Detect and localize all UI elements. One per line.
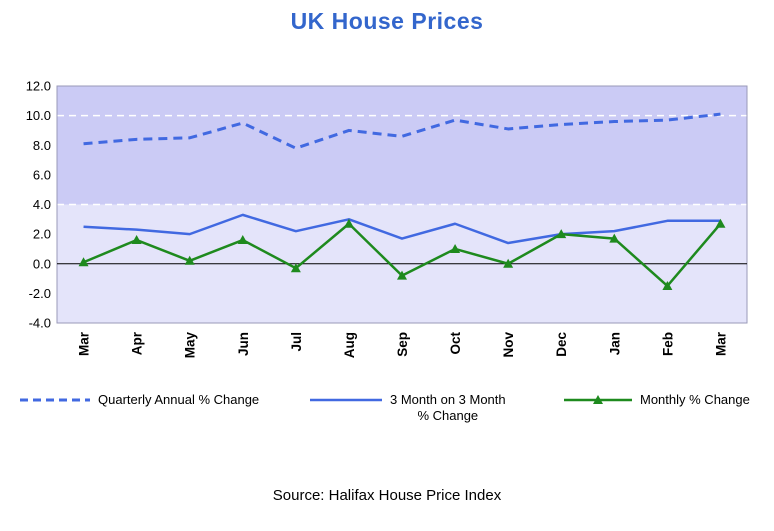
y-tick-label: 8.0 xyxy=(33,138,51,153)
chart-svg: 12.0 10.0 8.0 6.0 4.0 2.0 0.0 -2.0 -4.0 Mar Apr May… xyxy=(26,79,748,359)
triangle-marker xyxy=(662,280,673,290)
plot-band-upper xyxy=(57,86,747,205)
y-tick-label: 2.0 xyxy=(33,227,51,242)
x-tick-label: Apr xyxy=(130,331,145,355)
legend-label-3month: 3 Month on 3 Month % Change xyxy=(390,392,506,424)
triangle-marker xyxy=(450,243,461,253)
x-tick-label: Aug xyxy=(342,332,357,358)
x-tick-label: Jan xyxy=(607,332,622,355)
x-tick-label: Sep xyxy=(395,332,410,357)
chart-area: 12.0 10.0 8.0 6.0 4.0 2.0 0.0 -2.0 -4.0 Mar Apr May… xyxy=(10,78,762,378)
triangle-marker xyxy=(609,233,620,243)
plot-border xyxy=(56,85,748,324)
y-tick-label: 4.0 xyxy=(33,197,51,212)
x-tick-label: Mar xyxy=(77,331,92,356)
triangle-marker xyxy=(290,263,301,273)
chart-legend: Quarterly Annual % Change 3 Month on 3 M… xyxy=(0,388,774,436)
triangle-marker xyxy=(184,255,195,265)
legend-label-3month-line1: 3 Month on 3 Month xyxy=(390,392,506,407)
y-tick-label: 10.0 xyxy=(26,108,51,123)
x-tick-label: Jul xyxy=(289,332,304,352)
triangle-marker xyxy=(556,229,567,239)
triangle-marker xyxy=(503,258,514,268)
source-caption: Source: Halifax House Price Index xyxy=(272,487,502,504)
x-tick-label: Jun xyxy=(236,332,251,356)
x-tick-label: Oct xyxy=(448,332,463,355)
y-tick-label: -4.0 xyxy=(29,316,51,331)
legend-item-3month: 3 Month on 3 Month % Change xyxy=(308,392,506,424)
triangle-line-icon xyxy=(564,395,632,404)
y-tick-label: -2.0 xyxy=(29,286,51,301)
y-tick-label: 6.0 xyxy=(33,167,51,182)
triangle-marker xyxy=(237,235,248,245)
y-tick-label: 12.0 xyxy=(26,79,51,94)
triangle-marker xyxy=(397,270,407,280)
legend-label-monthly: Monthly % Change xyxy=(640,392,750,407)
chart-title: UK House Prices xyxy=(290,8,484,34)
solid-line-icon xyxy=(310,398,382,402)
legend-item-quarterly: Quarterly Annual % Change xyxy=(18,392,259,408)
triangle-marker xyxy=(78,257,89,267)
y-tick-label: 0.0 xyxy=(33,256,51,271)
legend-label-quarterly: Quarterly Annual % Change xyxy=(98,392,260,407)
x-tick-label: Mar xyxy=(713,331,728,356)
x-tick-label: Feb xyxy=(660,332,675,356)
legend-item-monthly: Monthly % Change xyxy=(562,392,750,408)
x-tick-label: May xyxy=(183,332,198,359)
series-line xyxy=(83,213,721,245)
dashed-line-icon xyxy=(20,398,90,402)
legend-label-3month-line2: % Change xyxy=(417,408,479,423)
series-line xyxy=(83,112,721,150)
triangle-marker xyxy=(343,218,354,228)
triangle-marker xyxy=(715,218,726,228)
x-tick-label: Dec xyxy=(554,332,569,357)
x-tick-label: Nov xyxy=(501,332,516,358)
triangle-marker xyxy=(131,235,142,245)
